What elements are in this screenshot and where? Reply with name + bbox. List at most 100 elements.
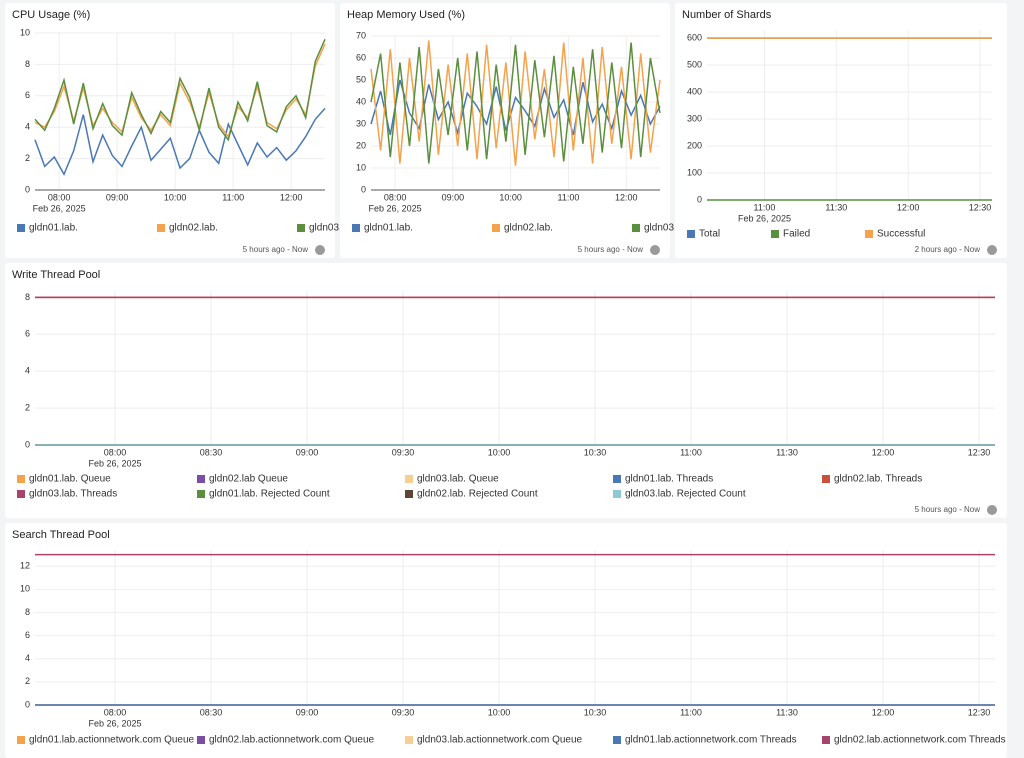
y-tick-label: 12	[20, 561, 30, 571]
panel-footer: 5 hours ago - Now	[915, 505, 981, 514]
y-tick-label: 8	[25, 607, 30, 617]
x-tick-label: 10:00	[488, 707, 511, 717]
legend-swatch	[197, 475, 205, 483]
legend-swatch	[613, 475, 621, 483]
x-date-label: Feb 26, 2025	[738, 213, 791, 223]
x-tick-label: 11:30	[776, 447, 798, 457]
panel-footer: 5 hours ago - Now	[243, 245, 309, 254]
y-tick-label: 0	[697, 194, 702, 204]
y-tick-label: 500	[687, 59, 702, 69]
help-icon	[650, 245, 660, 255]
x-tick-label: 09:00	[296, 447, 319, 457]
x-tick-label: 08:00	[104, 447, 127, 457]
x-tick-label: 12:00	[872, 447, 895, 457]
x-date-label: Feb 26, 2025	[88, 458, 141, 468]
legend-swatch	[157, 224, 165, 232]
x-date-label: Feb 26, 2025	[88, 718, 141, 728]
legend-swatch	[405, 490, 413, 498]
help-icon	[987, 245, 997, 255]
legend-label: Total	[699, 229, 720, 240]
y-tick-label: 600	[687, 32, 702, 42]
x-date-label: Feb 26, 2025	[369, 203, 422, 213]
legend-label: gldn03.lab. Threads	[29, 489, 117, 500]
x-tick-label: 09:30	[392, 707, 415, 717]
x-tick-label: 10:00	[164, 192, 187, 202]
legend-label: gldn01.lab.actionnetwork.com Threads	[625, 735, 797, 746]
legend-swatch	[405, 736, 413, 744]
legend-label: gldn01.lab. Queue	[29, 474, 111, 485]
y-tick-label: 0	[361, 184, 366, 194]
x-tick-label: 12:30	[969, 202, 992, 212]
y-tick-label: 70	[356, 30, 366, 40]
legend-swatch	[687, 230, 695, 238]
y-tick-label: 6	[25, 630, 30, 640]
y-tick-label: 6	[25, 90, 30, 100]
legend-label: Successful	[877, 229, 925, 240]
legend-swatch	[297, 224, 305, 232]
series-line	[370, 40, 661, 166]
x-tick-label: 10:30	[584, 707, 607, 717]
x-tick-label: 08:00	[384, 192, 407, 202]
y-tick-label: 4	[25, 653, 30, 663]
x-tick-label: 12:30	[968, 447, 991, 457]
y-tick-label: 30	[356, 118, 366, 128]
legend-label: gldn03.lab.actionnetwork.com Queue	[417, 735, 583, 746]
help-icon	[315, 245, 325, 255]
y-tick-label: 0	[25, 699, 30, 709]
x-tick-label: 11:00	[222, 192, 244, 202]
legend-label: gldn03.lab. Queue	[417, 474, 499, 485]
series-line	[34, 43, 326, 139]
x-tick-label: 08:30	[200, 707, 223, 717]
x-tick-label: 10:00	[499, 192, 522, 202]
x-tick-label: 12:00	[615, 192, 638, 202]
series-line	[370, 79, 661, 136]
y-tick-label: 4	[25, 122, 30, 132]
y-tick-label: 8	[25, 59, 30, 69]
legend-swatch	[613, 490, 621, 498]
y-tick-label: 8	[25, 292, 30, 302]
x-date-label: Feb 26, 2025	[33, 203, 86, 213]
legend-label: gldn01.lab.actionnetwork.com Queue	[29, 735, 195, 746]
y-tick-label: 200	[687, 140, 702, 150]
panel-footer: 2 hours ago - Now	[915, 245, 981, 254]
legend-label: gldn03.lab.	[309, 223, 358, 234]
x-tick-label: 12:00	[280, 192, 303, 202]
x-tick-label: 11:30	[776, 707, 798, 717]
y-tick-label: 10	[20, 584, 30, 594]
legend-label: gldn02.lab. Rejected Count	[417, 489, 538, 500]
legend-label: Failed	[783, 229, 810, 240]
x-tick-label: 08:30	[200, 447, 223, 457]
y-tick-label: 50	[356, 74, 366, 84]
y-tick-label: 0	[25, 184, 30, 194]
y-tick-label: 400	[687, 86, 702, 96]
legend-swatch	[197, 490, 205, 498]
panel-title: Search Thread Pool	[12, 529, 110, 541]
legend-label: gldn02.lab.	[504, 223, 553, 234]
y-tick-label: 4	[25, 366, 30, 376]
x-tick-label: 08:00	[48, 192, 71, 202]
x-tick-label: 11:00	[680, 447, 702, 457]
y-tick-label: 100	[687, 167, 702, 177]
legend-swatch	[17, 490, 25, 498]
legend-label: gldn01.lab.	[29, 223, 78, 234]
legend-label: gldn01.lab. Rejected Count	[209, 489, 330, 500]
x-tick-label: 09:00	[296, 707, 319, 717]
x-tick-label: 10:30	[584, 447, 607, 457]
x-tick-label: 11:00	[558, 192, 580, 202]
panel	[5, 263, 1007, 518]
y-tick-label: 10	[356, 162, 366, 172]
y-tick-label: 20	[356, 140, 366, 150]
legend-swatch	[865, 230, 873, 238]
y-tick-label: 2	[25, 153, 30, 163]
legend-label: gldn02.lab.	[169, 223, 218, 234]
x-tick-label: 09:30	[392, 447, 415, 457]
x-tick-label: 12:30	[968, 707, 991, 717]
x-tick-label: 11:00	[754, 202, 776, 212]
y-tick-label: 6	[25, 329, 30, 339]
panel-title: Write Thread Pool	[12, 269, 100, 281]
series-line	[370, 42, 661, 164]
x-tick-label: 11:30	[825, 202, 847, 212]
legend-swatch	[771, 230, 779, 238]
series-line	[34, 38, 326, 142]
